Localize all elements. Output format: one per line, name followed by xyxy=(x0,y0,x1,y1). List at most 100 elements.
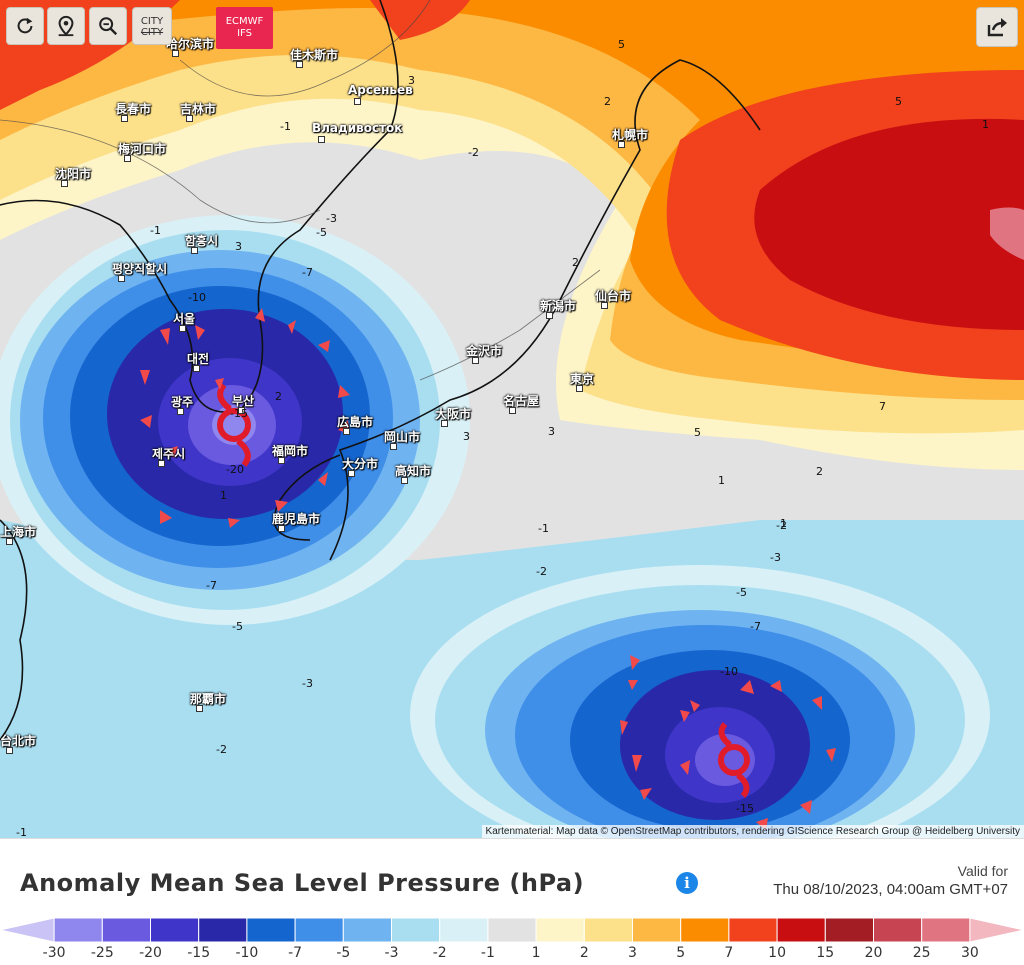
isobar-value: -3 xyxy=(770,551,781,564)
scale-swatch xyxy=(150,917,200,943)
scale-swatch xyxy=(0,917,55,943)
scale-tick-label: -25 xyxy=(90,945,114,961)
isobar-value: -2 xyxy=(776,519,787,532)
city-label: 福岡市 xyxy=(272,444,309,458)
scale-swatch xyxy=(873,917,923,943)
isobar-value: -7 xyxy=(206,579,217,592)
isobar-value: -2 xyxy=(536,565,547,578)
city-toggle-button[interactable]: CITY CITY xyxy=(132,7,172,45)
scale-tick-label: 1 xyxy=(531,945,541,961)
valid-for-label: Valid for xyxy=(957,863,1008,879)
isobar-value: 2 xyxy=(604,95,611,108)
scale-tick-label: 15 xyxy=(816,945,835,961)
scale-swatch xyxy=(583,917,633,943)
share-button[interactable] xyxy=(976,7,1018,47)
city-marker xyxy=(509,407,516,414)
city-label: 上海市 xyxy=(0,525,37,539)
isobar-value: 3 xyxy=(548,425,555,438)
locate-button[interactable] xyxy=(47,7,85,45)
city-marker xyxy=(196,705,203,712)
isobar-value: -3 xyxy=(302,677,313,690)
isobar-value: 1 xyxy=(718,474,725,487)
city-marker xyxy=(354,98,361,105)
reset-button[interactable] xyxy=(6,7,44,45)
color-scale: -30 -25 -20 -15 -10 -7 -5 -3 -2 -1 1 2 3 5 7 10 15 20 25 30 xyxy=(0,909,1024,964)
city-label: 제주시 xyxy=(152,447,186,461)
model-variant: IFS xyxy=(237,28,252,39)
scale-swatch xyxy=(198,917,248,943)
city-label: 吉林市 xyxy=(180,102,217,116)
isobar-value: -10 xyxy=(720,665,738,678)
city-label: 평양직할시 xyxy=(112,262,168,276)
city-marker xyxy=(6,538,13,545)
city-label: 부산 xyxy=(232,394,255,408)
city-marker xyxy=(118,275,125,282)
city-marker xyxy=(343,428,350,435)
isobar-value: 5 xyxy=(895,95,902,108)
isobar-value: 1 xyxy=(780,517,787,530)
city-marker xyxy=(472,357,479,364)
isobar-value: -1 xyxy=(16,826,27,838)
city-marker xyxy=(618,141,625,148)
location-pin-icon xyxy=(58,15,74,37)
city-marker xyxy=(441,420,448,427)
map-attribution: Kartenmaterial: Map data © OpenStreetMap… xyxy=(481,825,1024,838)
isobar-value: 2 xyxy=(275,390,282,403)
valid-date: Thu 08/10/2023, 04:00am GMT+07 xyxy=(773,881,1008,898)
city-label: 長春市 xyxy=(115,102,152,116)
isobar-value: -10 xyxy=(188,291,206,304)
city-label: 金沢市 xyxy=(466,344,503,358)
isobar-value: 1 xyxy=(982,118,989,131)
city-label: 岡山市 xyxy=(384,430,421,444)
scale-tick-label: -3 xyxy=(384,945,399,961)
info-icon[interactable]: i xyxy=(676,872,698,894)
model-selector-button[interactable]: ECMWF IFS xyxy=(216,7,273,49)
scale-swatch xyxy=(776,917,826,943)
city-label: Владивосток xyxy=(312,121,403,135)
city-label: 札幌市 xyxy=(612,128,649,142)
share-icon xyxy=(987,18,1007,37)
city-marker xyxy=(124,155,131,162)
city-label-bottom: CITY xyxy=(140,27,164,38)
isobar-value: -7 xyxy=(302,266,313,279)
city-label: 鹿児島市 xyxy=(272,512,321,526)
isobar-value: -5 xyxy=(232,620,243,633)
isobar-value: 3 xyxy=(408,74,415,87)
scale-swatch xyxy=(391,917,441,943)
city-label: 광주 xyxy=(171,395,194,409)
pressure-field xyxy=(0,0,1024,838)
city-marker xyxy=(238,407,245,414)
weather-map[interactable]: 吉林市 長春市 哈尔滨市 佳木斯市 Арсеньев Владивосток 梅河口市 沈阳市… xyxy=(0,0,1024,838)
model-name: ECMWF xyxy=(225,16,264,27)
city-label: 哈尔滨市 xyxy=(166,37,215,51)
isobar-value: 3 xyxy=(235,240,242,253)
city-marker xyxy=(6,747,13,754)
scale-tick-label: -2 xyxy=(432,945,447,961)
city-marker xyxy=(186,115,193,122)
city-label: 仙台市 xyxy=(595,289,632,303)
isobar-value: -7 xyxy=(750,620,761,633)
scale-swatch xyxy=(439,917,489,943)
zoom-out-button[interactable] xyxy=(89,7,127,45)
scale-tick-label: 3 xyxy=(628,945,637,961)
scale-tick-label: -15 xyxy=(187,945,211,961)
city-label: 佳木斯市 xyxy=(290,48,339,62)
city-marker xyxy=(348,470,355,477)
city-marker xyxy=(278,525,285,532)
city-marker xyxy=(158,460,165,467)
city-marker xyxy=(61,180,68,187)
isobar-value: 5 xyxy=(618,38,625,51)
isobar-value: -15 xyxy=(736,802,754,815)
refresh-icon xyxy=(17,17,33,34)
scale-swatch xyxy=(246,917,296,943)
scale-swatch xyxy=(969,917,1024,943)
isobar-value: -2 xyxy=(468,146,479,159)
scale-swatch xyxy=(680,917,730,943)
scale-swatch xyxy=(53,917,103,943)
isobar-value: 1 xyxy=(220,489,227,502)
city-marker xyxy=(401,477,408,484)
isobar-value: -2 xyxy=(216,743,227,756)
city-label: 서울 xyxy=(173,312,196,326)
city-label: 大分市 xyxy=(342,457,379,471)
scale-tick-label: 20 xyxy=(864,945,883,961)
